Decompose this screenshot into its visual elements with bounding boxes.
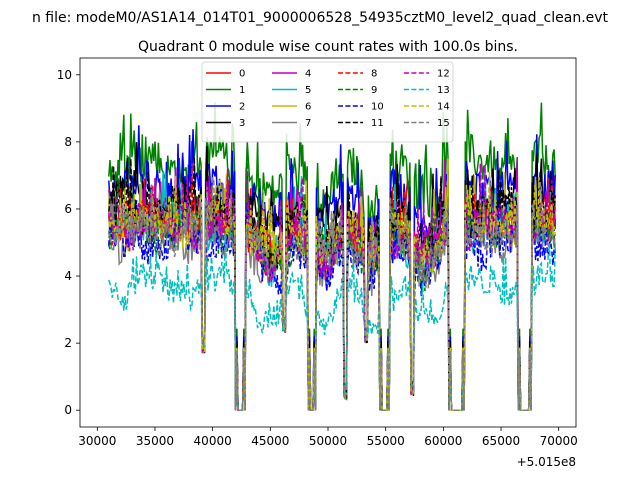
legend-box xyxy=(201,61,454,143)
y-tick-label: 0 xyxy=(64,403,72,417)
legend-label-7: 7 xyxy=(305,118,311,129)
x-tick-label: 35000 xyxy=(136,434,174,448)
legend-label-11: 11 xyxy=(371,118,384,129)
x-tick-label: 55000 xyxy=(367,434,405,448)
series-line-2 xyxy=(108,125,556,411)
y-tick-label: 6 xyxy=(64,202,72,216)
chart-suptitle: n file: modeM0/AS1A14_014T01_9000006528_… xyxy=(32,10,609,26)
legend-label-5: 5 xyxy=(305,85,311,96)
y-tick-label: 4 xyxy=(64,269,72,283)
legend-label-10: 10 xyxy=(371,102,384,113)
legend-label-9: 9 xyxy=(371,85,377,96)
legend-label-1: 1 xyxy=(239,85,245,96)
chart-title: Quadrant 0 module wise count rates with … xyxy=(138,39,518,55)
x-tick-label: 65000 xyxy=(482,434,520,448)
x-tick-label: 45000 xyxy=(251,434,289,448)
x-axis-offset-label: +5.015e8 xyxy=(517,455,576,469)
y-axis: 0 2 4 6 8 10 xyxy=(57,68,80,417)
legend-label-4: 4 xyxy=(305,69,311,80)
legend-label-6: 6 xyxy=(305,102,311,113)
legend-label-14: 14 xyxy=(437,102,450,113)
y-tick-label: 10 xyxy=(57,68,72,82)
legend-label-3: 3 xyxy=(239,118,245,129)
series-line-13 xyxy=(108,233,556,411)
y-tick-label: 8 xyxy=(64,135,72,149)
plot-frame xyxy=(79,57,577,428)
legend-label-2: 2 xyxy=(239,102,245,113)
legend-label-0: 0 xyxy=(239,69,245,80)
x-tick-label: 50000 xyxy=(309,434,347,448)
legend-label-8: 8 xyxy=(371,69,377,80)
plot-series-group xyxy=(108,102,556,411)
x-tick-label: 70000 xyxy=(540,434,578,448)
x-axis: 30000 35000 40000 45000 50000 55000 60000 65000… xyxy=(78,427,578,448)
y-tick-label: 2 xyxy=(64,336,72,350)
legend-label-13: 13 xyxy=(437,85,450,96)
legend-label-15: 15 xyxy=(437,118,450,129)
legend-label-12: 12 xyxy=(437,69,450,80)
x-tick-label: 30000 xyxy=(78,434,116,448)
x-tick-label: 40000 xyxy=(194,434,232,448)
series-line-10 xyxy=(108,194,556,411)
series-line-12 xyxy=(108,163,556,411)
x-tick-label: 60000 xyxy=(424,434,462,448)
